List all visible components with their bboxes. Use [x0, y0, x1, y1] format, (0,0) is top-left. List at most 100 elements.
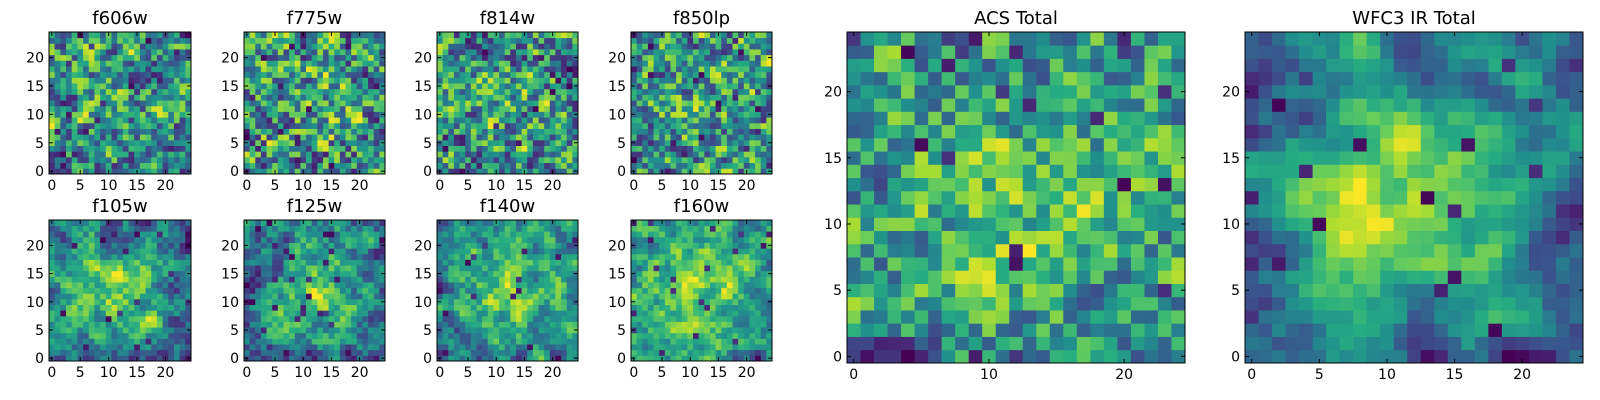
heatmap-cell [83, 315, 90, 322]
heatmap-cell [54, 282, 61, 289]
heatmap-cell [122, 253, 129, 260]
heatmap-cell [726, 298, 733, 305]
heatmap-cell [66, 349, 73, 356]
heatmap-cell [749, 100, 756, 107]
heatmap-cell [306, 259, 313, 266]
heatmap-cell [334, 304, 341, 311]
heatmap-cell [465, 338, 472, 345]
heatmap-cell [687, 100, 694, 107]
heatmap-cell [453, 220, 460, 227]
heatmap-cell [715, 117, 722, 124]
heatmap-cell [173, 66, 181, 73]
heatmap-cell [134, 236, 141, 243]
heatmap-cell [145, 139, 152, 146]
heatmap-cell [362, 94, 369, 101]
heatmap-cell [71, 71, 78, 78]
heatmap-cell [66, 134, 73, 141]
heatmap-cell [726, 344, 733, 351]
heatmap-cell [60, 111, 67, 118]
heatmap-cell [49, 71, 56, 78]
heatmap-cell [156, 37, 163, 44]
heatmap-cell [77, 304, 84, 311]
heatmap-cell [328, 71, 335, 78]
heatmap-cell [709, 128, 716, 135]
heatmap-cell [687, 49, 694, 56]
heatmap-cell [510, 220, 517, 227]
heatmap-cell [693, 282, 700, 289]
x-tick-label: 5 [76, 178, 85, 194]
heatmap-cell [88, 43, 95, 50]
heatmap-cell [709, 49, 716, 56]
heatmap-cell [561, 220, 568, 227]
heatmap-cell [179, 139, 186, 146]
heatmap-cell [134, 282, 141, 289]
heatmap-cell [260, 287, 267, 294]
heatmap-cell [311, 145, 318, 152]
heatmap-cell [368, 225, 375, 232]
heatmap-cell [173, 231, 181, 238]
heatmap-cell [544, 49, 551, 56]
heatmap-cell [544, 332, 551, 339]
heatmap-cell [356, 231, 363, 238]
heatmap-cell [306, 168, 313, 175]
heatmap-cell [453, 236, 460, 243]
heatmap-cell [322, 60, 329, 67]
heatmap-cell [328, 310, 335, 317]
heatmap-cell [709, 156, 716, 164]
heatmap-cell [156, 225, 163, 232]
heatmap-cell [487, 100, 494, 107]
heatmap-cell [105, 128, 112, 135]
heatmap-cell [145, 83, 152, 90]
heatmap-cell [715, 122, 722, 129]
heatmap-cell [726, 111, 733, 118]
heatmap-cell [670, 310, 677, 317]
heatmap-cell [453, 248, 460, 255]
heatmap-cell [173, 151, 181, 158]
heatmap-cell [145, 145, 152, 152]
heatmap-cell [527, 355, 534, 362]
heatmap-cell [527, 265, 534, 272]
heatmap-cell [693, 276, 700, 283]
heatmap-cell [653, 344, 660, 351]
heatmap-cell [356, 253, 363, 260]
heatmap-cell [532, 344, 539, 351]
heatmap-cell [117, 111, 124, 118]
heatmap-cell [368, 100, 375, 107]
heatmap-cell [356, 349, 363, 356]
heatmap-cell [317, 231, 324, 238]
heatmap-cell [260, 88, 267, 95]
heatmap-cell [345, 100, 352, 107]
x-tick-label: 10 [100, 365, 118, 381]
heatmap-cell [631, 100, 638, 107]
heatmap-cell [465, 332, 472, 339]
heatmap-cell [54, 83, 61, 90]
heatmap-cell [566, 162, 573, 169]
heatmap-cell [362, 220, 369, 227]
heatmap-cell [693, 122, 700, 129]
heatmap-cell [549, 332, 556, 339]
heatmap-cell [653, 66, 660, 73]
heatmap-cell [162, 60, 169, 67]
heatmap-cell [151, 145, 158, 152]
heatmap-cell [749, 94, 756, 101]
heatmap-cell [510, 231, 517, 238]
heatmap-cell [465, 156, 472, 164]
heatmap-cell [311, 242, 318, 249]
heatmap-cell [179, 321, 186, 328]
heatmap-cell [100, 54, 107, 61]
heatmap-cell [306, 111, 313, 118]
heatmap-cell [566, 100, 573, 107]
heatmap-cells [631, 32, 773, 175]
heatmap-cell [345, 344, 352, 351]
heatmap-cell [311, 54, 318, 61]
heatmap-cell [134, 83, 141, 90]
heatmap-cell [283, 293, 290, 300]
heatmap-cell [49, 105, 56, 112]
heatmap-cell [311, 287, 318, 294]
heatmap-cell [766, 151, 773, 158]
heatmap-cell [448, 105, 455, 112]
heatmap-cell [676, 332, 683, 339]
heatmap-cell [289, 236, 296, 243]
heatmap-cell [185, 71, 192, 78]
heatmap-cell [151, 49, 158, 56]
